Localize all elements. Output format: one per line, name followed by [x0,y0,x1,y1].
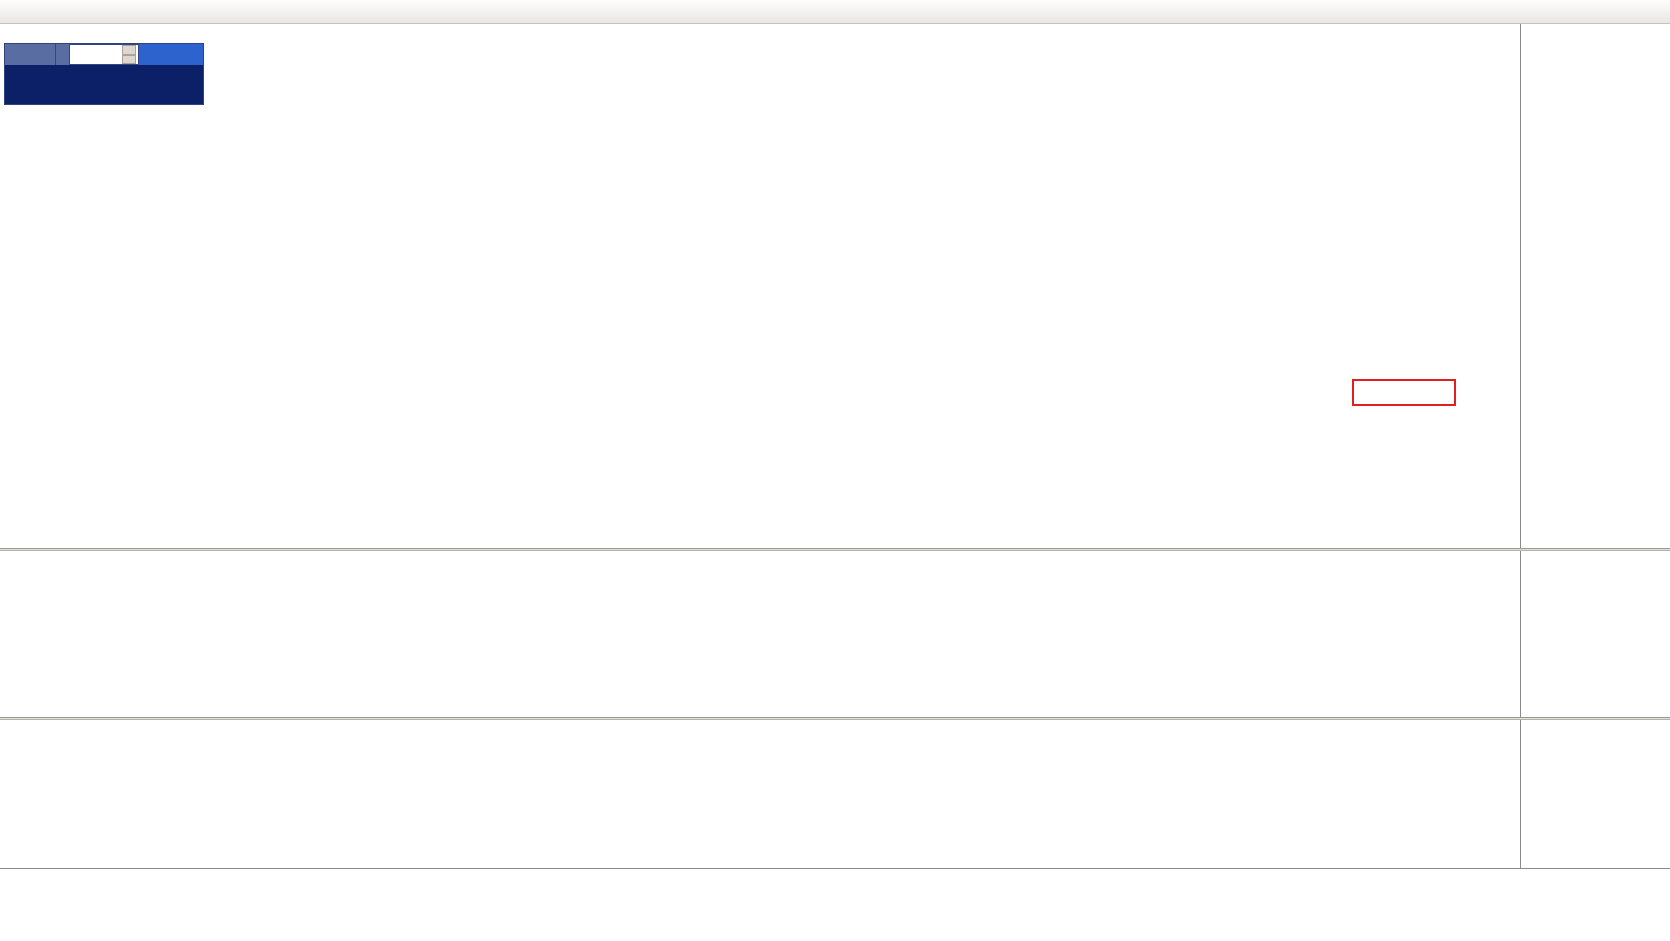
sell-button[interactable] [5,44,55,65]
time-axis-line [0,868,1670,869]
volume-up-button[interactable] [122,45,136,55]
buy-price [104,65,203,104]
main-chart-canvas[interactable] [0,24,1520,548]
volume-field [69,44,139,65]
macd-indicator-canvas[interactable] [0,551,1520,717]
price-annotation-box[interactable] [1352,379,1456,406]
panel-splitter[interactable] [0,548,1670,551]
panel-splitter[interactable] [0,717,1670,720]
one-click-trading-panel [4,43,204,105]
rsi-indicator-canvas[interactable] [0,720,1520,868]
volume-spinner [122,45,136,64]
sell-price [5,65,104,104]
price-axis[interactable] [1520,24,1670,868]
buy-button[interactable] [139,44,203,65]
order-dropdown-button[interactable] [55,44,69,65]
volume-input[interactable] [70,45,122,64]
time-axis[interactable] [0,869,1520,887]
toolbar [0,0,1670,24]
volume-down-button[interactable] [122,54,136,64]
